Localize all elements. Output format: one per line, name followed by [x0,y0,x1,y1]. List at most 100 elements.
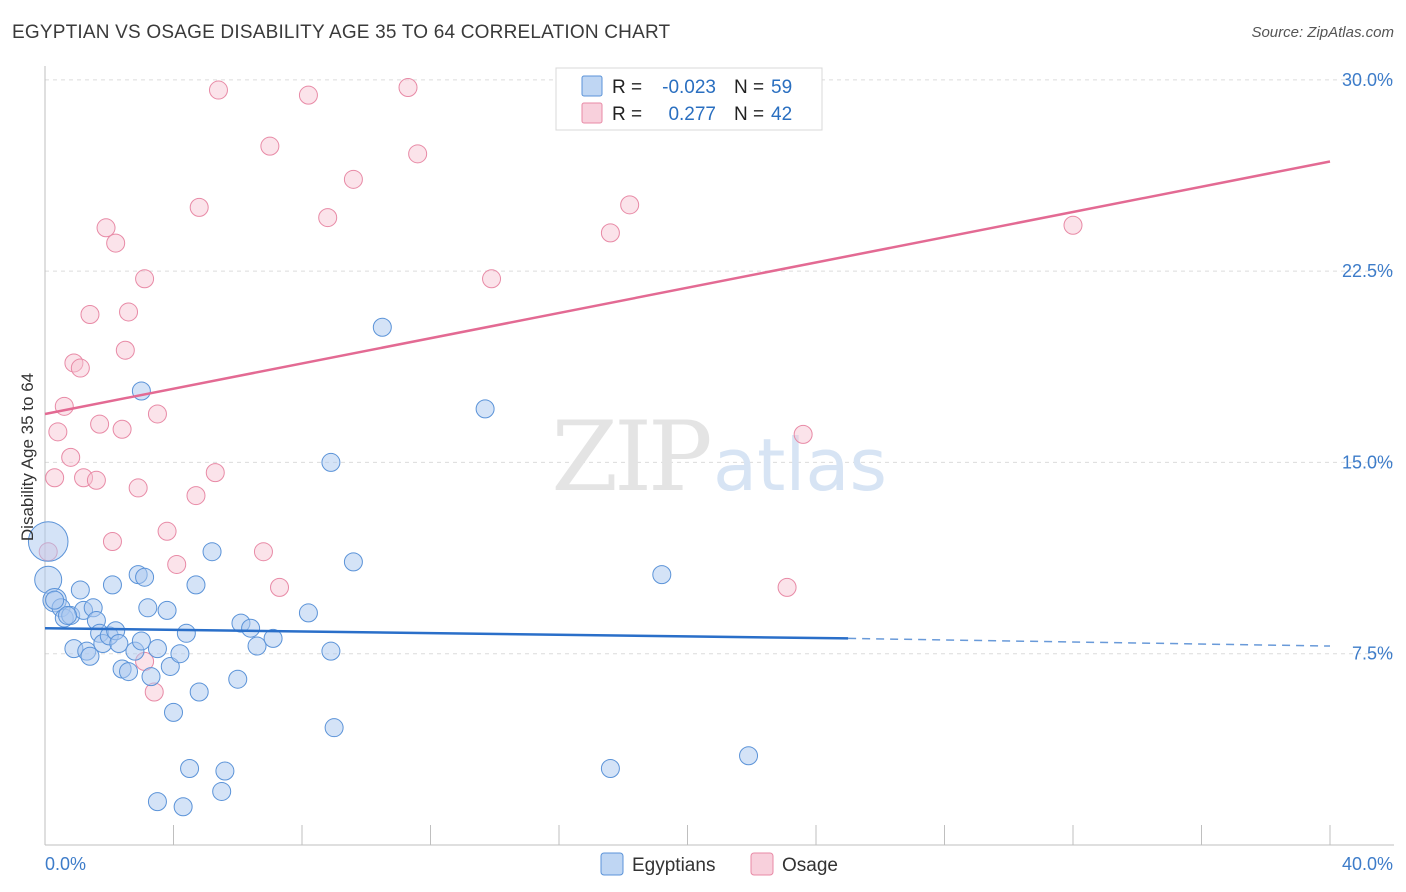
osage-point [793,424,813,444]
osage-trend-line [44,160,1331,416]
egyptians-point [180,758,200,778]
egyptians-point [212,781,232,801]
osage-points [38,78,1083,702]
legend-n-value-osage: 42 [771,104,792,125]
x-tick-label-max: 40.0% [1342,854,1393,874]
osage-point [119,302,139,322]
egyptians-point [202,542,222,562]
egyptians-point [247,636,267,656]
legend-r-label-osage: R = [612,104,642,125]
watermark-zip: ZIP [551,401,710,513]
egyptians-point [739,746,759,766]
bottom-legend-swatch-osage [750,852,774,876]
axes [44,66,1394,846]
egyptians-point [343,552,363,572]
egyptians-trend-line [44,626,849,640]
egyptians-point [131,631,151,651]
egyptians-point [215,761,235,781]
osage-point [45,468,65,488]
egyptians-trend-extension [848,637,1331,647]
watermark: ZIP atlas [551,401,887,513]
egyptians-point [160,656,180,676]
egyptians-point [324,718,344,738]
series-legend: Egyptians Osage [600,852,838,876]
osage-point [80,304,100,324]
osage-point [482,269,502,289]
egyptians-points [27,317,759,817]
osage-point [298,85,318,105]
osage-point [208,80,228,100]
egyptians-point [176,623,196,643]
osage-point [135,269,155,289]
osage-point [408,144,428,164]
egyptians-point [147,639,167,659]
osage-point [318,208,338,228]
legend-swatch-egyptians [581,75,603,97]
bottom-legend-swatch-egyptians [600,852,624,876]
osage-point [253,542,273,562]
osage-point [128,478,148,498]
egyptians-point [372,317,392,337]
egyptians-point [186,575,206,595]
egyptians-point [57,605,77,625]
egyptians-point [80,646,100,666]
egyptians-point [135,567,155,587]
egyptians-point [141,667,161,687]
osage-point [600,223,620,243]
egyptians-point [27,521,69,562]
legend-n-label-osage: N = [734,104,764,125]
egyptians-point [109,634,129,654]
egyptians-point [102,575,122,595]
osage-point [343,169,363,189]
osage-point [90,414,110,434]
egyptians-point [652,565,672,585]
tick-labels: 7.5% 15.0% 22.5% 30.0% 0.0% 40.0% [45,70,1393,874]
osage-point [157,521,177,541]
osage-point [96,218,116,238]
osage-point [777,577,797,597]
osage-point [64,353,84,373]
legend-r-value-osage: 0.277 [668,104,716,125]
osage-point [144,682,164,702]
egyptians-point [173,797,193,817]
legend-swatch-osage [581,102,603,124]
egyptians-point [119,662,139,682]
y-tick-label: 30.0% [1342,70,1393,90]
egyptians-point [241,618,261,638]
bottom-legend-egyptians: Egyptians [632,855,715,876]
y-tick-label: 22.5% [1342,261,1393,281]
osage-point [106,233,126,253]
osage-point [70,358,90,378]
source-label: Source: ZipAtlas.com [1251,24,1394,41]
egyptians-point [45,590,65,610]
egyptians-point [475,399,495,419]
egyptians-point [228,669,248,689]
osage-point [205,463,225,483]
legend-n-label-egyptians: N = [734,77,764,98]
egyptians-point [157,600,177,620]
osage-point [61,447,81,467]
legend-n-value-egyptians: 59 [771,77,792,98]
egyptians-point [263,628,283,648]
osage-point [115,340,135,360]
egyptians-point [70,580,90,600]
egyptians-point [600,758,620,778]
egyptians-point [138,598,158,618]
osage-point [260,136,280,156]
osage-point [398,78,418,98]
osage-point [102,531,122,551]
y-tick-label: 15.0% [1342,452,1393,472]
grid-lines [45,79,1394,655]
legend-r-value-egyptians: -0.023 [662,77,716,98]
x-tick-label-min: 0.0% [45,854,86,874]
osage-point [147,404,167,424]
osage-point [189,197,209,217]
osage-point [167,554,187,574]
osage-point [1063,215,1083,235]
y-tick-label: 7.5% [1352,644,1393,664]
bottom-legend-osage: Osage [782,855,838,876]
egyptians-point [321,641,341,661]
egyptians-point [321,452,341,472]
osage-point [620,195,640,215]
